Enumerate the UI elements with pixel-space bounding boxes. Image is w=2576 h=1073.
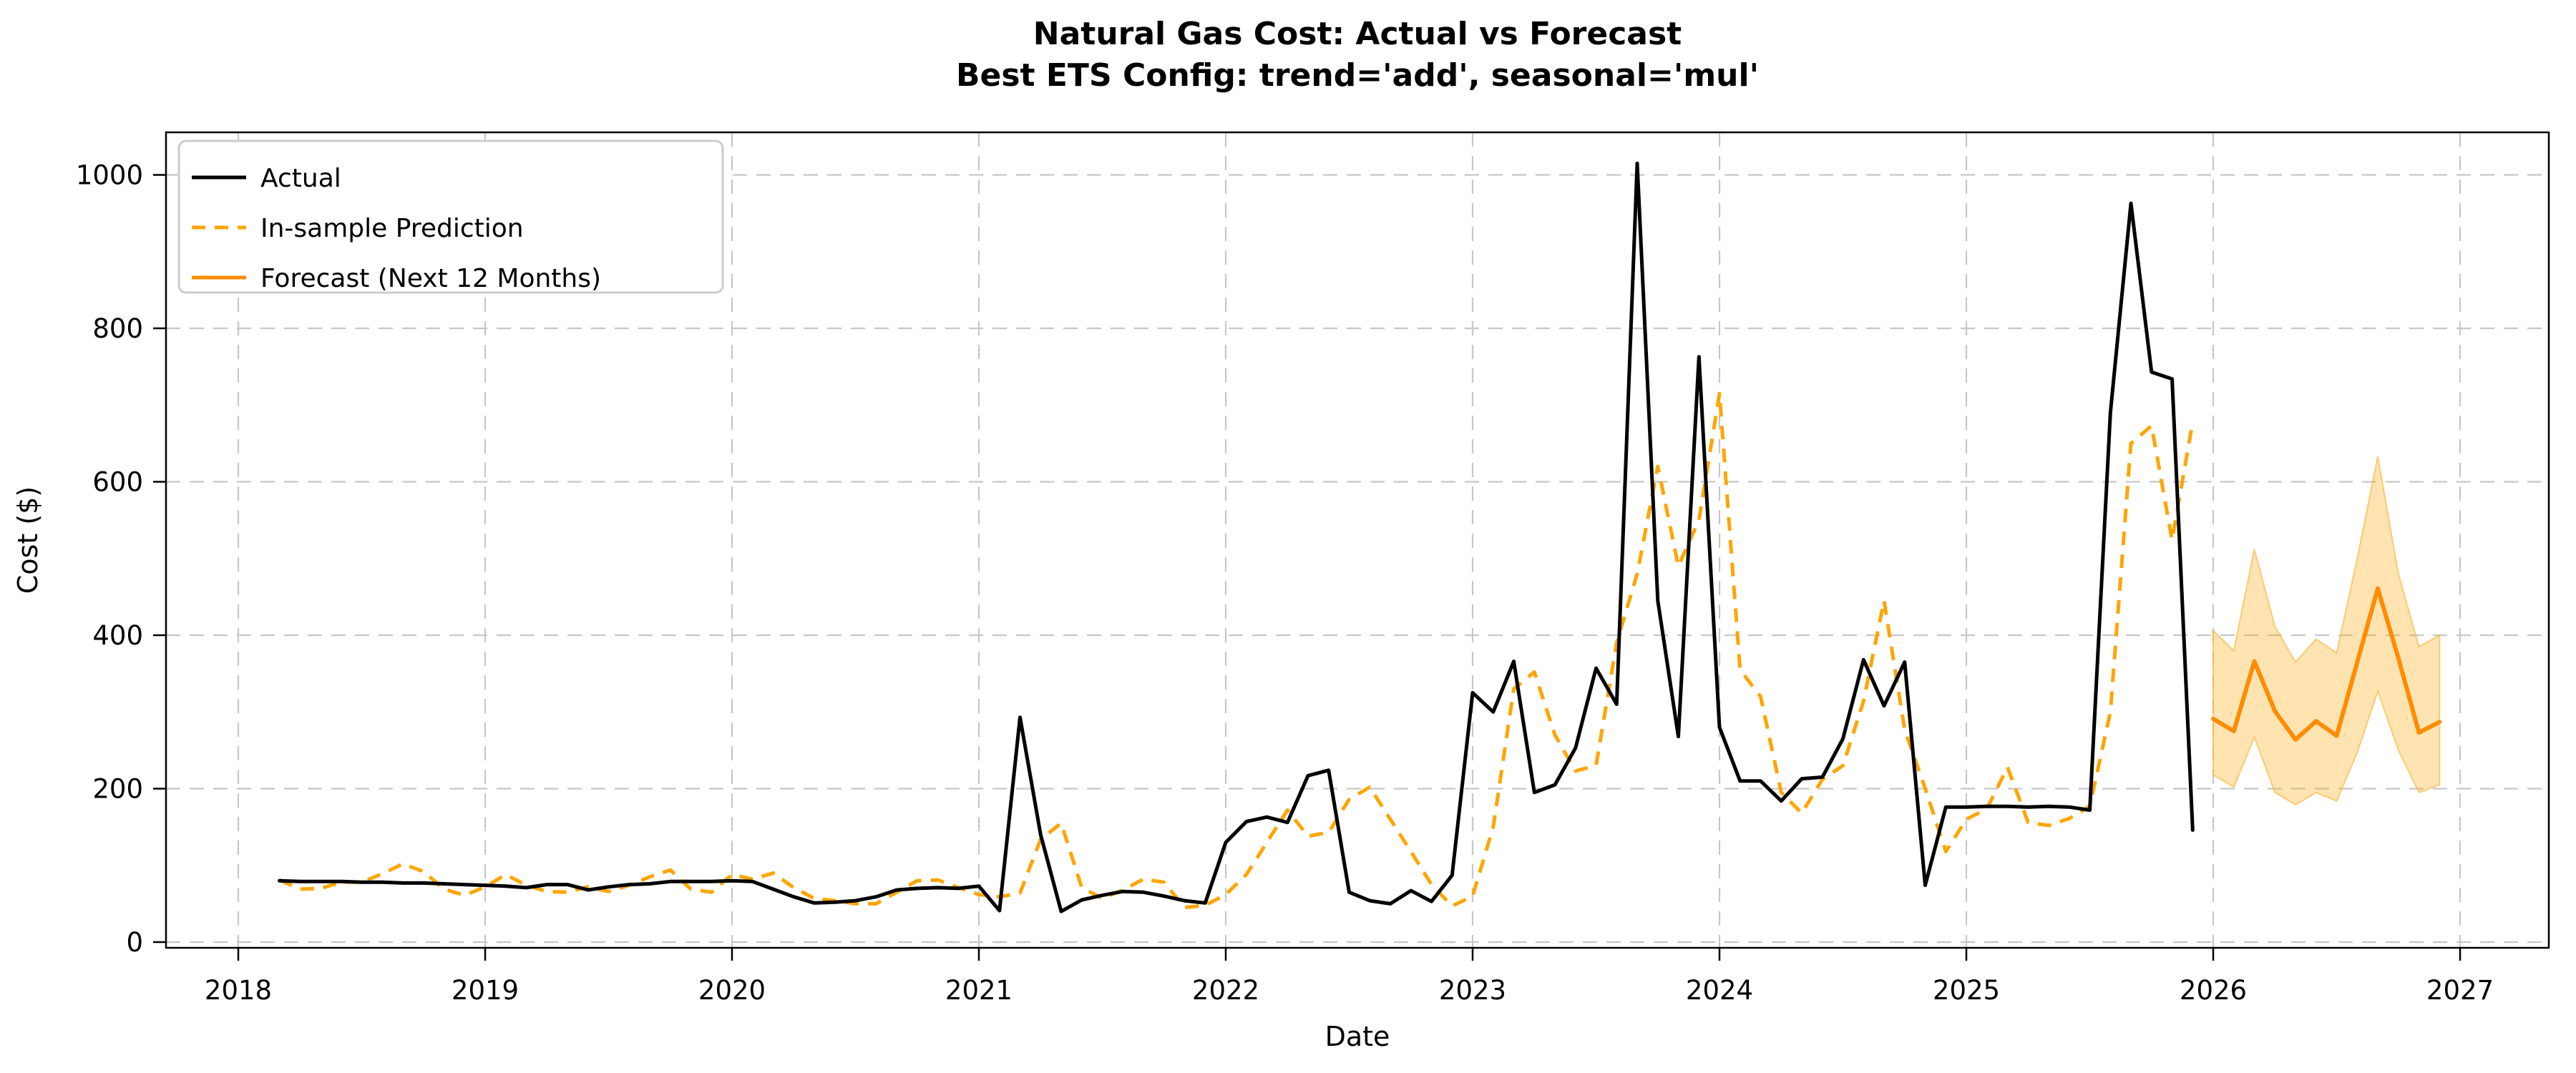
x-tick-label: 2023 bbox=[1439, 975, 1506, 1006]
x-tick-label: 2019 bbox=[452, 975, 519, 1006]
y-axis-ticks: 0 200 400 600 800 1000 bbox=[76, 160, 166, 958]
chart-title-line2: Best ETS Config: trend='add', seasonal='… bbox=[956, 57, 1759, 94]
plot-border bbox=[165, 131, 2550, 949]
y-tick-label: 400 bbox=[92, 620, 143, 651]
y-tick-label: 0 bbox=[126, 927, 143, 958]
x-tick-label: 2020 bbox=[698, 975, 766, 1006]
x-tick-label: 2026 bbox=[2180, 975, 2247, 1006]
legend-box bbox=[177, 139, 724, 294]
x-tick-label: 2025 bbox=[1933, 975, 2000, 1006]
x-tick-label: 2021 bbox=[945, 975, 1013, 1006]
x-axis-ticks: 2018 2019 2020 2021 2022 2023 2024 2025 2026 2027 bbox=[205, 948, 2494, 1006]
x-tick-label: 2018 bbox=[205, 975, 272, 1006]
y-tick-label: 800 bbox=[92, 313, 143, 344]
x-tick-label: 2024 bbox=[1686, 975, 1753, 1006]
x-axis-label: Date bbox=[1325, 1021, 1390, 1052]
y-tick-label: 600 bbox=[92, 467, 143, 498]
confidence-band bbox=[2212, 456, 2441, 806]
legend-insample-label: In-sample Prediction bbox=[260, 214, 524, 243]
x-tick-label: 2027 bbox=[2426, 975, 2494, 1006]
legend-forecast-label: Forecast (Next 12 Months) bbox=[260, 264, 601, 293]
legend: Actual In-sample Prediction Forecast (Ne… bbox=[177, 139, 724, 294]
chart-title-line1: Natural Gas Cost: Actual vs Forecast bbox=[1033, 16, 1682, 52]
x-tick-label: 2022 bbox=[1192, 975, 1259, 1006]
legend-actual-label: Actual bbox=[260, 164, 341, 193]
actual-line bbox=[278, 161, 2195, 913]
y-tick-label: 200 bbox=[92, 774, 143, 805]
forecast-line bbox=[2211, 586, 2442, 742]
y-axis-label: Cost ($) bbox=[12, 486, 44, 594]
gridlines bbox=[166, 132, 2549, 948]
y-tick-label: 1000 bbox=[76, 160, 143, 191]
